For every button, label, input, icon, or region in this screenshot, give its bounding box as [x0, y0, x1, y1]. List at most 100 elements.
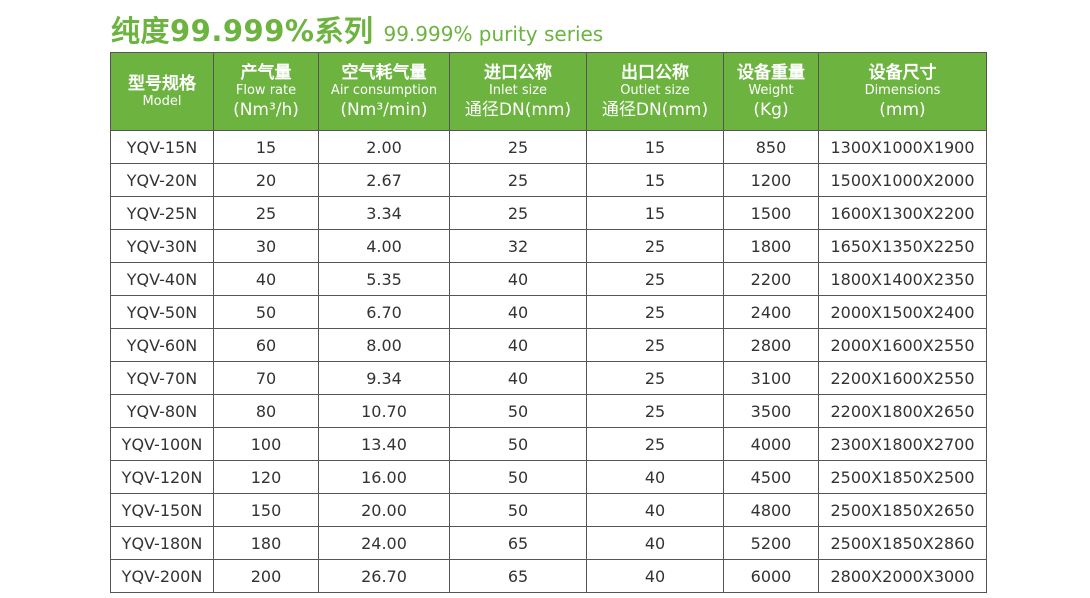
cell-weight: 1800	[723, 229, 819, 263]
cell-flow-rate: 25	[213, 196, 319, 230]
table-row: YQV-60N 60 8.00 40 25 2800 2000X1600X2550	[110, 328, 987, 362]
cell-outlet-size: 25	[586, 427, 724, 461]
cell-weight: 2400	[723, 295, 819, 329]
table-row: YQV-150N 150 20.00 50 40 4800 2500X1850X2650	[110, 493, 987, 527]
cell-outlet-size: 25	[586, 262, 724, 296]
table-row: YQV-200N 200 26.70 65 40 6000 2800X2000X3000	[110, 559, 987, 593]
cell-weight: 1200	[723, 163, 819, 197]
cell-flow-rate: 20	[213, 163, 319, 197]
header-weight: 设备重量 Weight (Kg)	[723, 52, 819, 131]
cell-inlet-size: 50	[449, 493, 587, 527]
cell-weight: 2200	[723, 262, 819, 296]
cell-weight: 3500	[723, 394, 819, 428]
cell-weight: 850	[723, 130, 819, 164]
spec-table: 型号规格 Model 产气量 Flow rate (Nm³/h) 空气耗气量 A…	[110, 52, 987, 593]
table-row: YQV-25N 25 3.34 25 15 1500 1600X1300X2200	[110, 196, 987, 230]
cell-model: YQV-30N	[110, 229, 214, 263]
table-row: YQV-120N 120 16.00 50 40 4500 2500X1850X2500	[110, 460, 987, 494]
header-label-cn: 产气量	[240, 62, 292, 83]
cell-air-consumption: 8.00	[318, 328, 450, 362]
header-label-en: Model	[142, 93, 182, 109]
header-inlet-size: 进口公称 Inlet size 通径DN(mm)	[449, 52, 587, 131]
cell-model: YQV-20N	[110, 163, 214, 197]
cell-air-consumption: 9.34	[318, 361, 450, 395]
cell-dimensions: 2800X2000X3000	[818, 559, 987, 593]
cell-flow-rate: 15	[213, 130, 319, 164]
cell-inlet-size: 50	[449, 427, 587, 461]
cell-outlet-size: 40	[586, 526, 724, 560]
cell-outlet-size: 25	[586, 295, 724, 329]
cell-outlet-size: 15	[586, 130, 724, 164]
cell-model: YQV-180N	[110, 526, 214, 560]
table-row: YQV-20N 20 2.67 25 15 1200 1500X1000X2000	[110, 163, 987, 197]
header-label-en: Weight	[748, 82, 794, 98]
cell-flow-rate: 120	[213, 460, 319, 494]
cell-dimensions: 2300X1800X2700	[818, 427, 987, 461]
cell-weight: 4000	[723, 427, 819, 461]
cell-dimensions: 2200X1800X2650	[818, 394, 987, 428]
header-flow-rate: 产气量 Flow rate (Nm³/h)	[213, 52, 319, 131]
cell-inlet-size: 40	[449, 328, 587, 362]
cell-model: YQV-100N	[110, 427, 214, 461]
cell-air-consumption: 2.67	[318, 163, 450, 197]
header-row: 型号规格 Model 产气量 Flow rate (Nm³/h) 空气耗气量 A…	[110, 52, 987, 131]
cell-inlet-size: 25	[449, 130, 587, 164]
header-outlet-size: 出口公称 Outlet size 通径DN(mm)	[586, 52, 724, 131]
cell-dimensions: 2000X1600X2550	[818, 328, 987, 362]
cell-outlet-size: 25	[586, 361, 724, 395]
cell-air-consumption: 26.70	[318, 559, 450, 593]
cell-air-consumption: 20.00	[318, 493, 450, 527]
header-dimensions: 设备尺寸 Dimensions (mm)	[818, 52, 987, 131]
cell-inlet-size: 65	[449, 559, 587, 593]
cell-inlet-size: 50	[449, 394, 587, 428]
header-model: 型号规格 Model	[110, 52, 214, 131]
cell-air-consumption: 6.70	[318, 295, 450, 329]
cell-dimensions: 1600X1300X2200	[818, 196, 987, 230]
cell-air-consumption: 10.70	[318, 394, 450, 428]
cell-outlet-size: 15	[586, 163, 724, 197]
cell-model: YQV-25N	[110, 196, 214, 230]
cell-model: YQV-40N	[110, 262, 214, 296]
header-air-consumption: 空气耗气量 Air consumption (Nm³/min)	[318, 52, 450, 131]
cell-air-consumption: 16.00	[318, 460, 450, 494]
cell-dimensions: 2500X1850X2650	[818, 493, 987, 527]
cell-dimensions: 2200X1600X2550	[818, 361, 987, 395]
cell-inlet-size: 40	[449, 361, 587, 395]
header-label-cn: 设备重量	[737, 62, 805, 83]
cell-weight: 4500	[723, 460, 819, 494]
cell-flow-rate: 70	[213, 361, 319, 395]
cell-weight: 3100	[723, 361, 819, 395]
cell-flow-rate: 60	[213, 328, 319, 362]
table-body: YQV-15N 15 2.00 25 15 850 1300X1000X1900 YQV-20…	[110, 130, 987, 593]
cell-outlet-size: 40	[586, 559, 724, 593]
cell-inlet-size: 40	[449, 295, 587, 329]
cell-dimensions: 2500X1850X2860	[818, 526, 987, 560]
cell-flow-rate: 50	[213, 295, 319, 329]
table-row: YQV-30N 30 4.00 32 25 1800 1650X1350X2250	[110, 229, 987, 263]
header-label-cn: 进口公称	[484, 62, 552, 83]
cell-inlet-size: 25	[449, 196, 587, 230]
cell-model: YQV-80N	[110, 394, 214, 428]
header-label-cn: 型号规格	[128, 73, 196, 94]
cell-dimensions: 1800X1400X2350	[818, 262, 987, 296]
header-label-en: Dimensions	[864, 82, 941, 98]
cell-weight: 4800	[723, 493, 819, 527]
cell-weight: 2800	[723, 328, 819, 362]
cell-model: YQV-60N	[110, 328, 214, 362]
cell-model: YQV-150N	[110, 493, 214, 527]
cell-outlet-size: 25	[586, 328, 724, 362]
header-label-cn: 出口公称	[621, 62, 689, 83]
cell-outlet-size: 40	[586, 493, 724, 527]
cell-model: YQV-50N	[110, 295, 214, 329]
cell-air-consumption: 2.00	[318, 130, 450, 164]
cell-air-consumption: 13.40	[318, 427, 450, 461]
title-english: 99.999% purity series	[383, 22, 604, 46]
cell-flow-rate: 40	[213, 262, 319, 296]
header-unit: (Kg)	[753, 99, 789, 120]
cell-dimensions: 1300X1000X1900	[818, 130, 987, 164]
cell-inlet-size: 40	[449, 262, 587, 296]
cell-dimensions: 2000X1500X2400	[818, 295, 987, 329]
table-header: 型号规格 Model 产气量 Flow rate (Nm³/h) 空气耗气量 A…	[110, 52, 987, 131]
cell-outlet-size: 25	[586, 394, 724, 428]
cell-flow-rate: 180	[213, 526, 319, 560]
